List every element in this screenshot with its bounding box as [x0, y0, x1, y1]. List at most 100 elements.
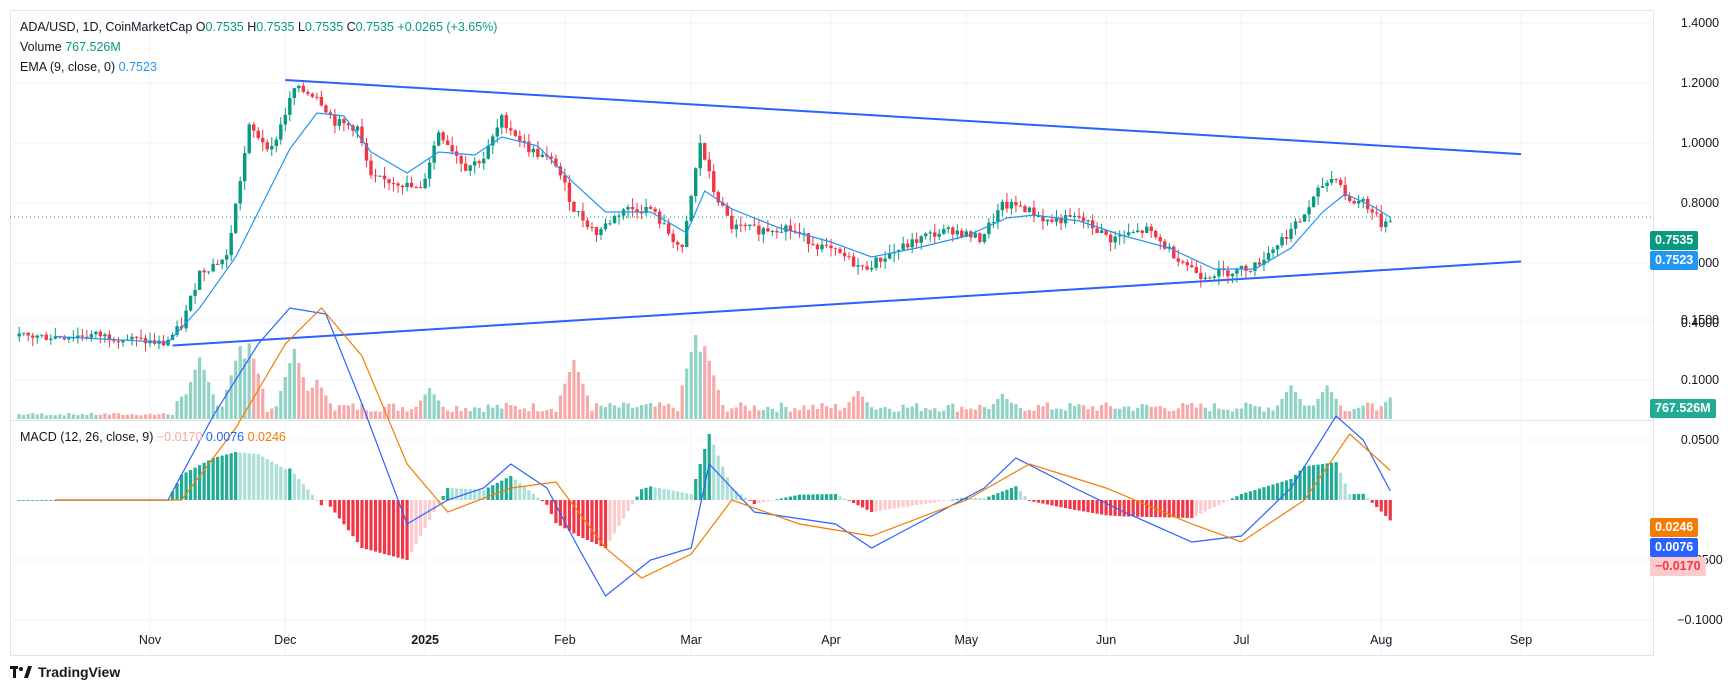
macd-hist-bar	[937, 500, 941, 502]
macd-hist-bar	[946, 500, 950, 501]
candle-body	[1108, 234, 1113, 243]
volume-bar	[1330, 392, 1334, 419]
candle-body	[933, 232, 937, 237]
macd-hist-bar	[247, 453, 251, 500]
macd-legend[interactable]: MACD (12, 26, close, 9) −0.0170 0.0076 0…	[20, 427, 286, 447]
candle-body	[617, 215, 621, 217]
macd-hist-bar	[964, 497, 968, 500]
candle-body	[224, 255, 229, 260]
candle-body	[951, 227, 955, 235]
candle-body	[121, 339, 125, 343]
volume-bar	[806, 409, 811, 419]
candle-body	[378, 175, 382, 177]
macd-hist-bar	[1226, 500, 1230, 501]
macd-hist-bar	[617, 500, 621, 526]
volume-bar	[1163, 408, 1167, 419]
volume-bar	[161, 413, 166, 419]
volume-bar	[198, 357, 202, 419]
trendlines[interactable]	[172, 79, 1522, 347]
macd-hist-bar	[761, 500, 765, 503]
macd-hist-bar	[1095, 500, 1099, 514]
macd-hist-bar	[1311, 465, 1316, 500]
macd-hist-bar	[730, 488, 734, 500]
volume-bar	[1149, 406, 1153, 419]
candle-body	[806, 233, 811, 245]
macd-hist-bar	[906, 500, 910, 507]
candle-body	[549, 156, 554, 159]
macd-hist-bar	[1275, 483, 1280, 500]
volume-bar	[856, 391, 860, 419]
volume-bar	[1217, 408, 1221, 419]
macd-hist-bar	[987, 496, 991, 500]
volume-bar	[1388, 397, 1392, 419]
macd-hist-bar	[243, 452, 247, 500]
macd-hist-bar	[1370, 500, 1374, 503]
volume-bar	[554, 411, 558, 419]
candle-body	[1266, 252, 1271, 260]
volume-bar	[928, 409, 932, 419]
volume-bar	[211, 394, 215, 419]
macd-hist-bar	[450, 488, 454, 500]
volume-bar	[779, 402, 783, 419]
volume-bar	[22, 414, 26, 419]
candle-body	[833, 248, 838, 250]
volume-bar	[504, 402, 508, 419]
macd-hist-bar	[252, 453, 256, 500]
macd-line-value: 0.0076	[205, 430, 245, 444]
volume-bar	[274, 406, 278, 419]
macd-hist-bar	[919, 500, 923, 505]
volume-bar	[1194, 407, 1198, 419]
candle-body	[698, 143, 702, 169]
macd-hist-bar	[198, 465, 202, 500]
volume-bar	[1086, 409, 1090, 419]
volume-bar	[870, 407, 874, 419]
macd-hist-bar	[860, 500, 865, 508]
candle-body	[1226, 270, 1230, 277]
volume-bar	[342, 405, 346, 419]
macd-hist-bar	[924, 500, 928, 504]
candle-body	[1271, 249, 1275, 253]
close-label: C	[346, 20, 356, 34]
volume-bar	[139, 415, 143, 419]
candle-body	[540, 154, 545, 157]
volume-bar	[775, 411, 779, 419]
volume-bar	[1280, 398, 1284, 419]
candle-body	[955, 230, 959, 235]
symbol-label[interactable]: ADA/USD, 1D, CoinMarketCap	[20, 20, 193, 34]
candle-body	[450, 145, 454, 152]
candle-body	[297, 85, 301, 89]
ema-line	[55, 112, 1391, 344]
macd-hist-bar	[270, 461, 274, 500]
macd-hist-bar	[725, 477, 729, 500]
candle-body	[391, 183, 396, 185]
volume-bar	[455, 405, 459, 419]
ema-legend[interactable]: EMA (9, close, 0) 0.7523	[20, 57, 157, 77]
macd-hist-bar	[1361, 493, 1365, 500]
volume-bar	[635, 407, 639, 419]
macd-hist-bar	[874, 500, 878, 512]
volume-bar	[1339, 405, 1343, 419]
candle-body	[459, 155, 463, 164]
candle-body	[536, 148, 540, 157]
candle-body	[464, 163, 468, 171]
candle-body	[865, 266, 869, 270]
volume-bar	[653, 406, 657, 419]
tradingview-logo[interactable]: TradingView	[10, 664, 120, 680]
candle-body	[1320, 186, 1325, 188]
volume-bar	[1375, 410, 1379, 419]
candle-body	[1253, 262, 1257, 271]
volume-legend[interactable]: Volume 767.526M	[20, 37, 121, 57]
macd-hist-bar	[707, 434, 711, 500]
macd-hist-bar	[833, 494, 838, 500]
candle-body	[1244, 265, 1248, 271]
volume-bar	[324, 395, 328, 419]
macd-hist-bar	[283, 469, 287, 500]
macd-hist-bar	[364, 500, 369, 550]
volume-bar	[85, 414, 89, 419]
candle-body	[17, 333, 21, 337]
volume-bar	[924, 408, 928, 419]
candle-body	[856, 265, 860, 267]
macd-hist-bar	[1122, 500, 1126, 517]
volume-bar	[748, 410, 752, 419]
